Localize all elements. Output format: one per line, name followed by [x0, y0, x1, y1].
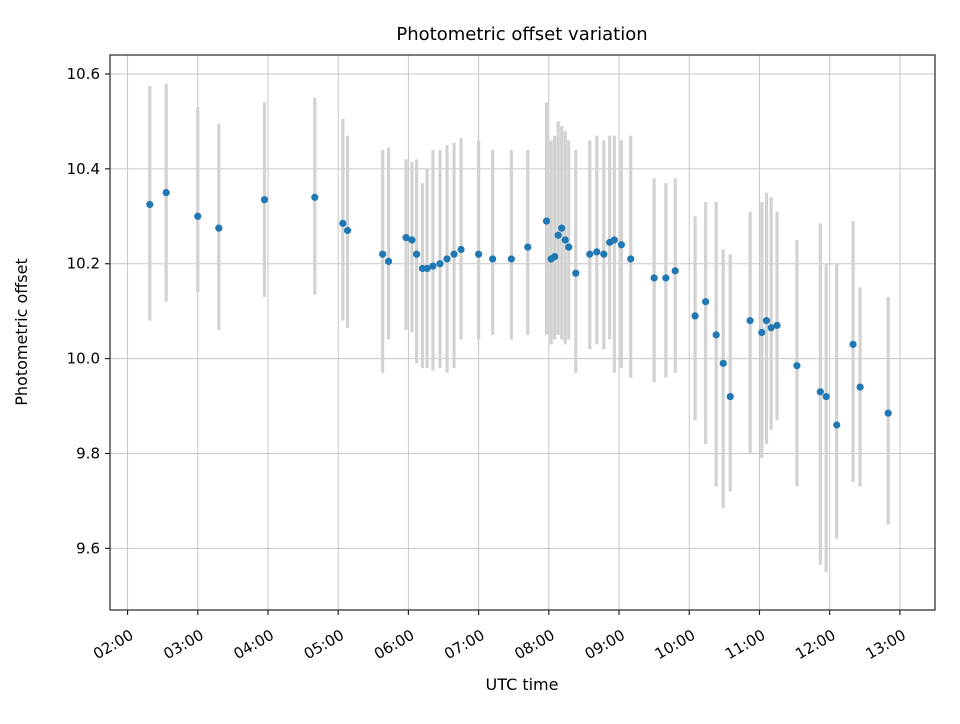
data-point: [572, 269, 580, 277]
data-point: [524, 243, 532, 251]
data-point: [662, 274, 670, 282]
data-point: [793, 362, 801, 370]
data-point: [816, 388, 824, 396]
plot-area-background: [110, 55, 935, 610]
data-point: [650, 274, 658, 282]
y-tick-label: 10.4: [67, 160, 100, 178]
chart-title: Photometric offset variation: [396, 24, 647, 45]
data-point: [691, 312, 699, 320]
data-point: [194, 212, 202, 220]
y-tick-label: 9.6: [76, 539, 100, 557]
data-point: [849, 340, 857, 348]
data-point: [617, 241, 625, 249]
data-point: [719, 359, 727, 367]
data-point: [558, 224, 566, 232]
data-point: [162, 188, 170, 197]
y-axis-label: Photometric offset: [12, 258, 31, 406]
data-point: [551, 253, 559, 261]
data-point: [311, 193, 319, 201]
data-point: [408, 236, 416, 244]
data-point: [507, 255, 515, 263]
x-axis-label: UTC time: [486, 675, 559, 694]
data-point: [489, 255, 497, 263]
data-point: [215, 224, 223, 232]
data-point: [443, 255, 451, 263]
data-point-layer: [146, 188, 892, 429]
data-point: [402, 234, 410, 242]
y-tick-label: 10.6: [67, 65, 100, 83]
data-point: [436, 260, 444, 268]
data-point: [856, 383, 864, 391]
data-point: [767, 324, 775, 332]
data-point: [379, 250, 387, 258]
data-point: [627, 255, 635, 263]
data-point: [762, 317, 771, 325]
data-point: [593, 248, 601, 256]
data-point: [565, 243, 573, 251]
data-point: [542, 217, 551, 225]
data-point: [884, 409, 892, 417]
data-point: [423, 264, 431, 273]
data-point: [561, 236, 569, 244]
data-point: [384, 257, 393, 265]
data-point: [600, 250, 608, 258]
data-point: [712, 331, 720, 339]
data-point: [554, 231, 562, 239]
data-point: [343, 226, 352, 235]
data-point: [457, 245, 465, 254]
data-point: [773, 321, 781, 329]
data-point: [726, 392, 734, 401]
data-point: [260, 196, 269, 204]
data-point: [671, 267, 679, 275]
data-point: [833, 421, 841, 429]
data-point: [429, 262, 437, 270]
data-point: [702, 298, 710, 306]
y-tick-label: 10.0: [67, 350, 100, 368]
data-point: [339, 219, 347, 227]
data-point: [822, 392, 830, 401]
data-point: [450, 250, 458, 258]
data-point: [758, 328, 766, 337]
data-point: [586, 250, 594, 258]
y-tick-label: 10.2: [67, 255, 100, 273]
data-point: [610, 236, 618, 244]
data-point: [412, 250, 421, 258]
data-point: [146, 200, 154, 209]
data-point: [475, 250, 483, 258]
plot-border: [109, 54, 936, 611]
y-tick-label: 9.8: [76, 444, 100, 462]
tick-layer: [105, 73, 901, 615]
data-point: [746, 317, 754, 325]
